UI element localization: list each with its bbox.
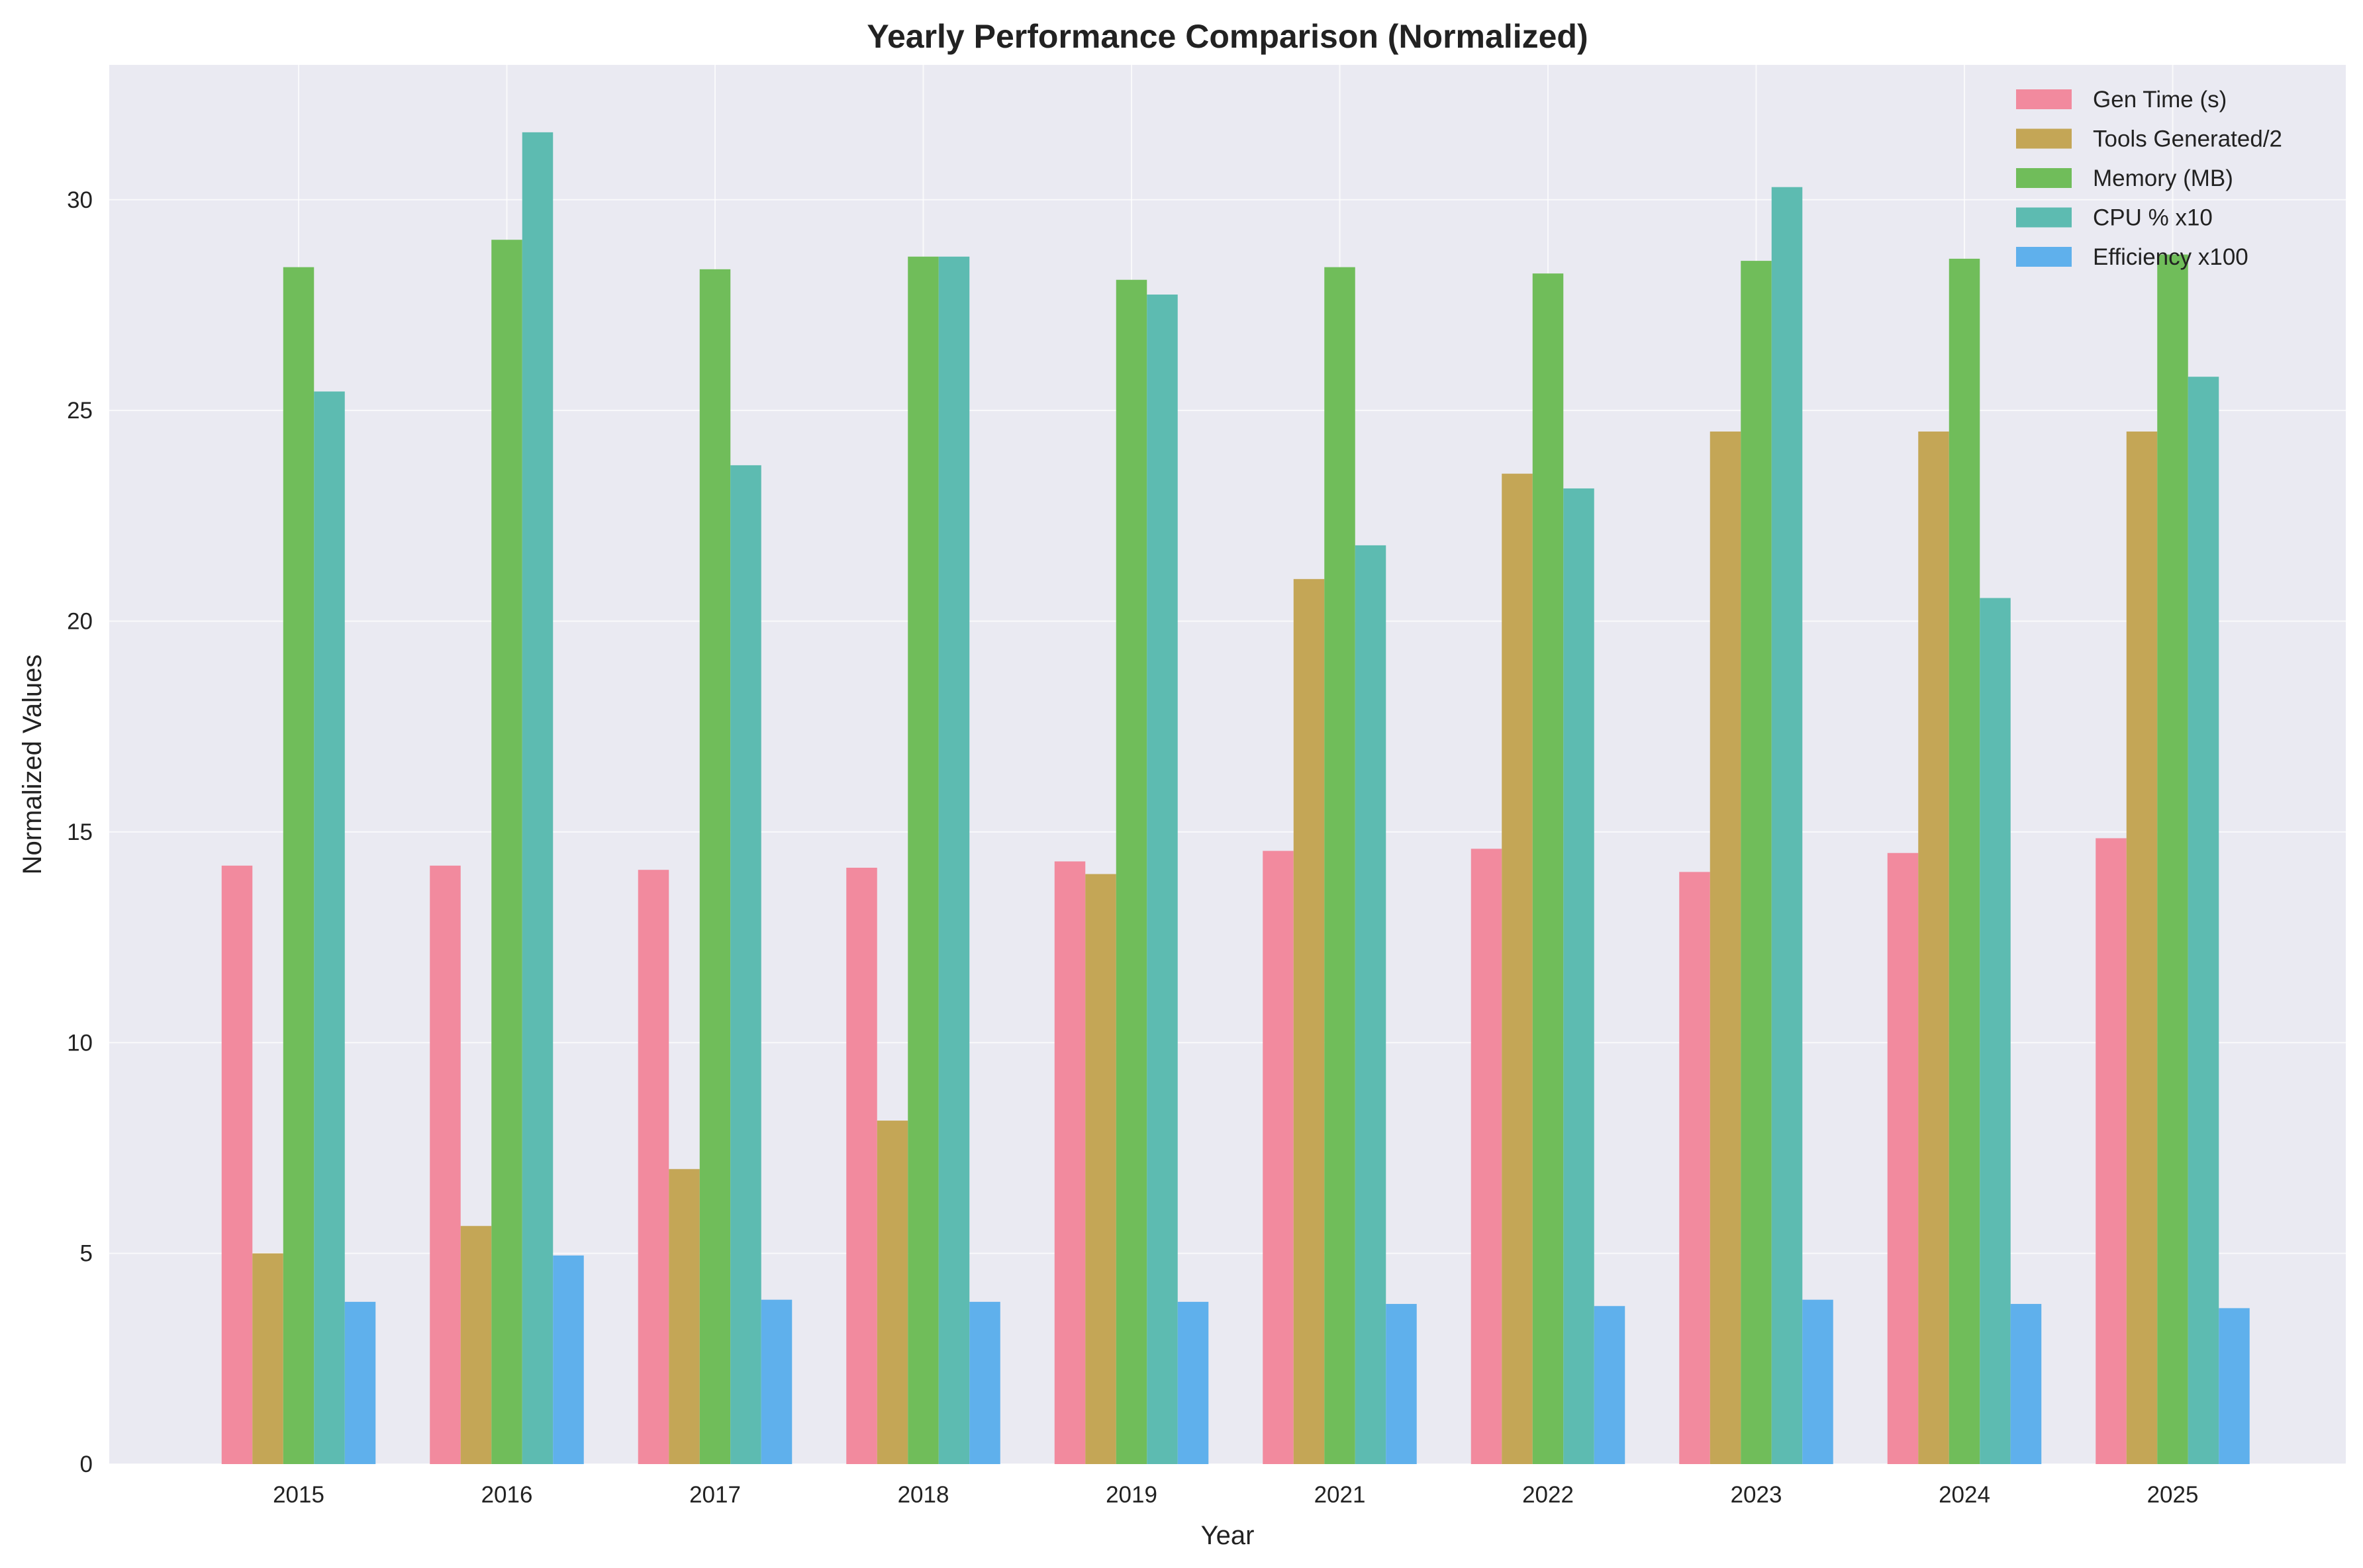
bar — [846, 868, 877, 1464]
legend-swatch — [2016, 207, 2072, 228]
bar — [1324, 267, 1355, 1464]
bar — [1710, 431, 1741, 1464]
y-tick-label: 20 — [67, 609, 93, 635]
bar — [1293, 578, 1325, 1464]
bar — [1502, 473, 1533, 1465]
legend-item: Tools Generated/2 — [2016, 126, 2282, 152]
bar — [1085, 874, 1116, 1464]
y-tick-label: 0 — [80, 1452, 93, 1477]
bar — [1147, 295, 1178, 1464]
bar — [1471, 849, 1502, 1464]
bar — [1949, 258, 1980, 1465]
bar — [2157, 254, 2188, 1464]
bar — [1177, 1301, 1209, 1464]
legend-item: Gen Time (s) — [2016, 87, 2227, 113]
bar — [344, 1301, 376, 1464]
bar — [1802, 1299, 1833, 1464]
bar — [1679, 872, 1710, 1464]
bar — [1355, 545, 1386, 1464]
bar — [1054, 861, 1086, 1464]
bar — [1980, 598, 2011, 1465]
series-0 — [221, 838, 2127, 1464]
x-tick-label: 2017 — [689, 1482, 741, 1508]
bar — [491, 240, 522, 1464]
bar — [1386, 1304, 1417, 1464]
bar — [2096, 838, 2127, 1464]
bar — [2219, 1308, 2250, 1464]
legend-label: Memory (MB) — [2093, 165, 2233, 191]
legend-swatch — [2016, 89, 2072, 109]
bar — [761, 1299, 793, 1464]
legend-label: Efficiency x100 — [2093, 244, 2248, 270]
series-2 — [283, 240, 2188, 1465]
series-1 — [252, 431, 2158, 1465]
legend-item: Memory (MB) — [2016, 165, 2233, 191]
bar — [522, 132, 554, 1464]
bar — [2126, 431, 2158, 1464]
bar — [430, 865, 461, 1464]
x-tick-label: 2018 — [898, 1482, 949, 1508]
bar — [221, 865, 253, 1464]
y-tick-label: 10 — [67, 1030, 93, 1056]
y-tick-label: 5 — [80, 1241, 93, 1267]
bar — [908, 256, 939, 1465]
bar — [1563, 488, 1594, 1465]
bar — [460, 1226, 492, 1464]
bar — [1918, 431, 1949, 1464]
y-tick-label: 25 — [67, 398, 93, 424]
bar — [1594, 1306, 1625, 1464]
x-tick-label: 2019 — [1106, 1482, 1157, 1508]
bar — [1116, 279, 1147, 1464]
bar — [553, 1255, 584, 1464]
bar — [2010, 1304, 2042, 1464]
bars — [221, 132, 2250, 1465]
bar — [669, 1169, 700, 1464]
legend-item: Efficiency x100 — [2016, 244, 2248, 270]
x-tick-label: 2015 — [273, 1482, 324, 1508]
x-tick-label: 2024 — [1939, 1482, 1990, 1508]
bar — [314, 391, 345, 1464]
y-tick-label: 15 — [67, 819, 93, 845]
bar — [1887, 853, 1919, 1464]
bar — [1771, 187, 1803, 1464]
x-axis-label: Year — [1201, 1521, 1255, 1550]
chart-title: Yearly Performance Comparison (Normalize… — [867, 18, 1588, 55]
legend: Gen Time (s) Tools Generated/2 Memory (MB)… — [2016, 87, 2282, 270]
series-4 — [344, 1255, 2250, 1464]
x-tick-label: 2021 — [1314, 1482, 1366, 1508]
bar — [252, 1253, 283, 1464]
bar — [699, 269, 731, 1465]
bar — [730, 465, 761, 1464]
x-tick-label: 2016 — [481, 1482, 533, 1508]
bar — [283, 267, 314, 1464]
bar — [1263, 851, 1294, 1464]
series-3 — [314, 132, 2219, 1465]
legend-swatch — [2016, 247, 2072, 267]
x-tick-label: 2022 — [1522, 1482, 1574, 1508]
y-axis-label: Normalized Values — [18, 655, 47, 875]
x-tick-label: 2025 — [2147, 1482, 2199, 1508]
legend-label: CPU % x10 — [2093, 205, 2213, 231]
bar — [1741, 261, 1772, 1464]
x-tick-label: 2023 — [1731, 1482, 1782, 1508]
legend-swatch — [2016, 168, 2072, 188]
bar — [638, 870, 669, 1464]
legend-label: Tools Generated/2 — [2093, 126, 2282, 152]
y-tick-label: 30 — [67, 187, 93, 213]
legend-item: CPU % x10 — [2016, 205, 2213, 231]
legend-label: Gen Time (s) — [2093, 87, 2227, 113]
bar — [1532, 273, 1564, 1465]
bar — [2188, 377, 2219, 1464]
bar — [877, 1121, 908, 1464]
bar — [938, 256, 970, 1465]
bar — [969, 1301, 1000, 1464]
legend-swatch — [2016, 128, 2072, 149]
